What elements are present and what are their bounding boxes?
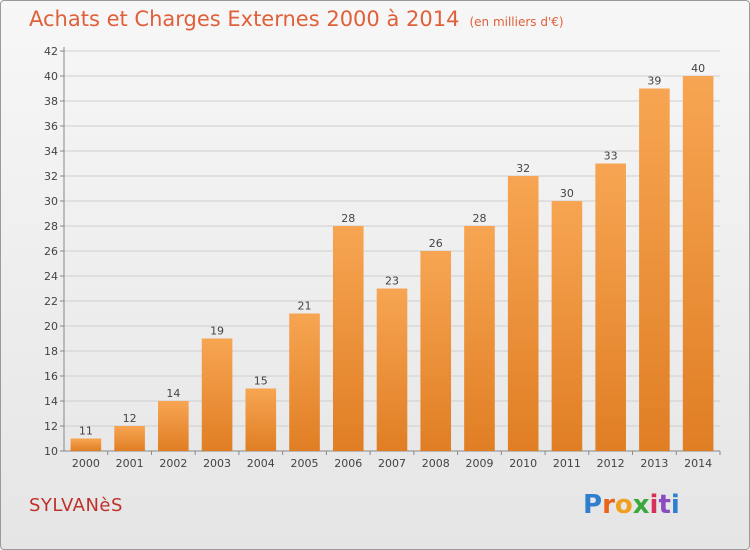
bar-value-label: 30 (560, 187, 574, 200)
y-tick-label: 26 (44, 245, 58, 258)
x-tick-label: 2000 (72, 457, 100, 470)
chart-title: Achats et Charges Externes 2000 à 2014 (e… (29, 7, 564, 31)
x-tick-label: 2005 (291, 457, 319, 470)
y-tick-label: 30 (44, 195, 58, 208)
bar-value-label: 14 (166, 387, 180, 400)
x-tick-label: 2009 (465, 457, 493, 470)
bars (70, 76, 714, 451)
y-tick-label: 36 (44, 120, 58, 133)
bar (464, 226, 495, 451)
chart-title-text: Achats et Charges Externes 2000 à 2014 (29, 7, 460, 31)
bar (376, 288, 408, 451)
x-tick-label: 2003 (203, 457, 231, 470)
bar-value-label: 21 (298, 300, 312, 313)
bar (158, 401, 189, 451)
y-tick-label: 18 (44, 345, 58, 358)
bar (332, 226, 364, 451)
x-tick-label: 2013 (640, 457, 668, 470)
bar-value-label: 19 (210, 325, 224, 338)
bar-value-label: 33 (604, 150, 618, 163)
bar (595, 163, 626, 451)
bar-value-label: 39 (647, 75, 661, 88)
y-tick-label: 16 (44, 370, 58, 383)
x-tick-labels: 2000 2001 2002 2003 2004 2005 2006 2007 2008 2009… (72, 457, 712, 470)
bar-value-label: 15 (254, 375, 268, 388)
chart-unit-label: (en milliers d'€) (469, 15, 564, 29)
y-tick-labels: 10 12 14 16 18 20 22 24 26 28 30 32 34 36 38 40 42 (44, 45, 58, 458)
bar (289, 313, 320, 451)
town-name: SYLVANèS (29, 495, 123, 516)
y-tick-label: 10 (44, 445, 58, 458)
y-tick-label: 42 (44, 45, 58, 58)
bar-value-label: 32 (516, 162, 530, 175)
bar (507, 176, 539, 451)
y-tick-label: 12 (44, 420, 58, 433)
bar-value-label: 23 (385, 275, 399, 288)
bar (551, 201, 583, 451)
y-tick-label: 28 (44, 220, 58, 233)
x-tick-label: 2002 (159, 457, 187, 470)
bar-value-label: 26 (429, 237, 443, 250)
y-tick-label: 14 (44, 395, 58, 408)
y-tick-label: 34 (44, 145, 58, 158)
bar (70, 438, 102, 451)
x-tick-label: 2001 (116, 457, 144, 470)
y-tick-label: 20 (44, 320, 58, 333)
x-tick-label: 2010 (509, 457, 537, 470)
bar-value-label: 12 (123, 412, 137, 425)
y-tick-label: 40 (44, 70, 58, 83)
bar (114, 426, 145, 451)
bar-value-label: 40 (691, 62, 705, 75)
value-labels: 11 12 14 19 15 21 28 23 26 28 32 30 33 39 40 (79, 62, 705, 438)
x-tick-label: 2007 (378, 457, 406, 470)
x-tick-label: 2006 (334, 457, 362, 470)
bar-value-label: 28 (472, 212, 486, 225)
x-tick-label: 2004 (247, 457, 275, 470)
bar (420, 251, 452, 451)
x-tick-label: 2011 (553, 457, 581, 470)
x-tick-label: 2014 (684, 457, 712, 470)
bar-value-label: 28 (341, 212, 355, 225)
bar (201, 338, 233, 451)
y-tick-label: 32 (44, 170, 58, 183)
bar (639, 88, 670, 451)
proxiti-logo: Proxiti (583, 490, 680, 520)
bar (682, 76, 714, 451)
bar (245, 388, 277, 451)
bar-value-label: 11 (79, 425, 93, 438)
x-tick-label: 2012 (597, 457, 625, 470)
y-tick-label: 22 (44, 295, 58, 308)
y-tick-label: 38 (44, 95, 58, 108)
x-tick-label: 2008 (422, 457, 450, 470)
y-tick-label: 24 (44, 270, 58, 283)
